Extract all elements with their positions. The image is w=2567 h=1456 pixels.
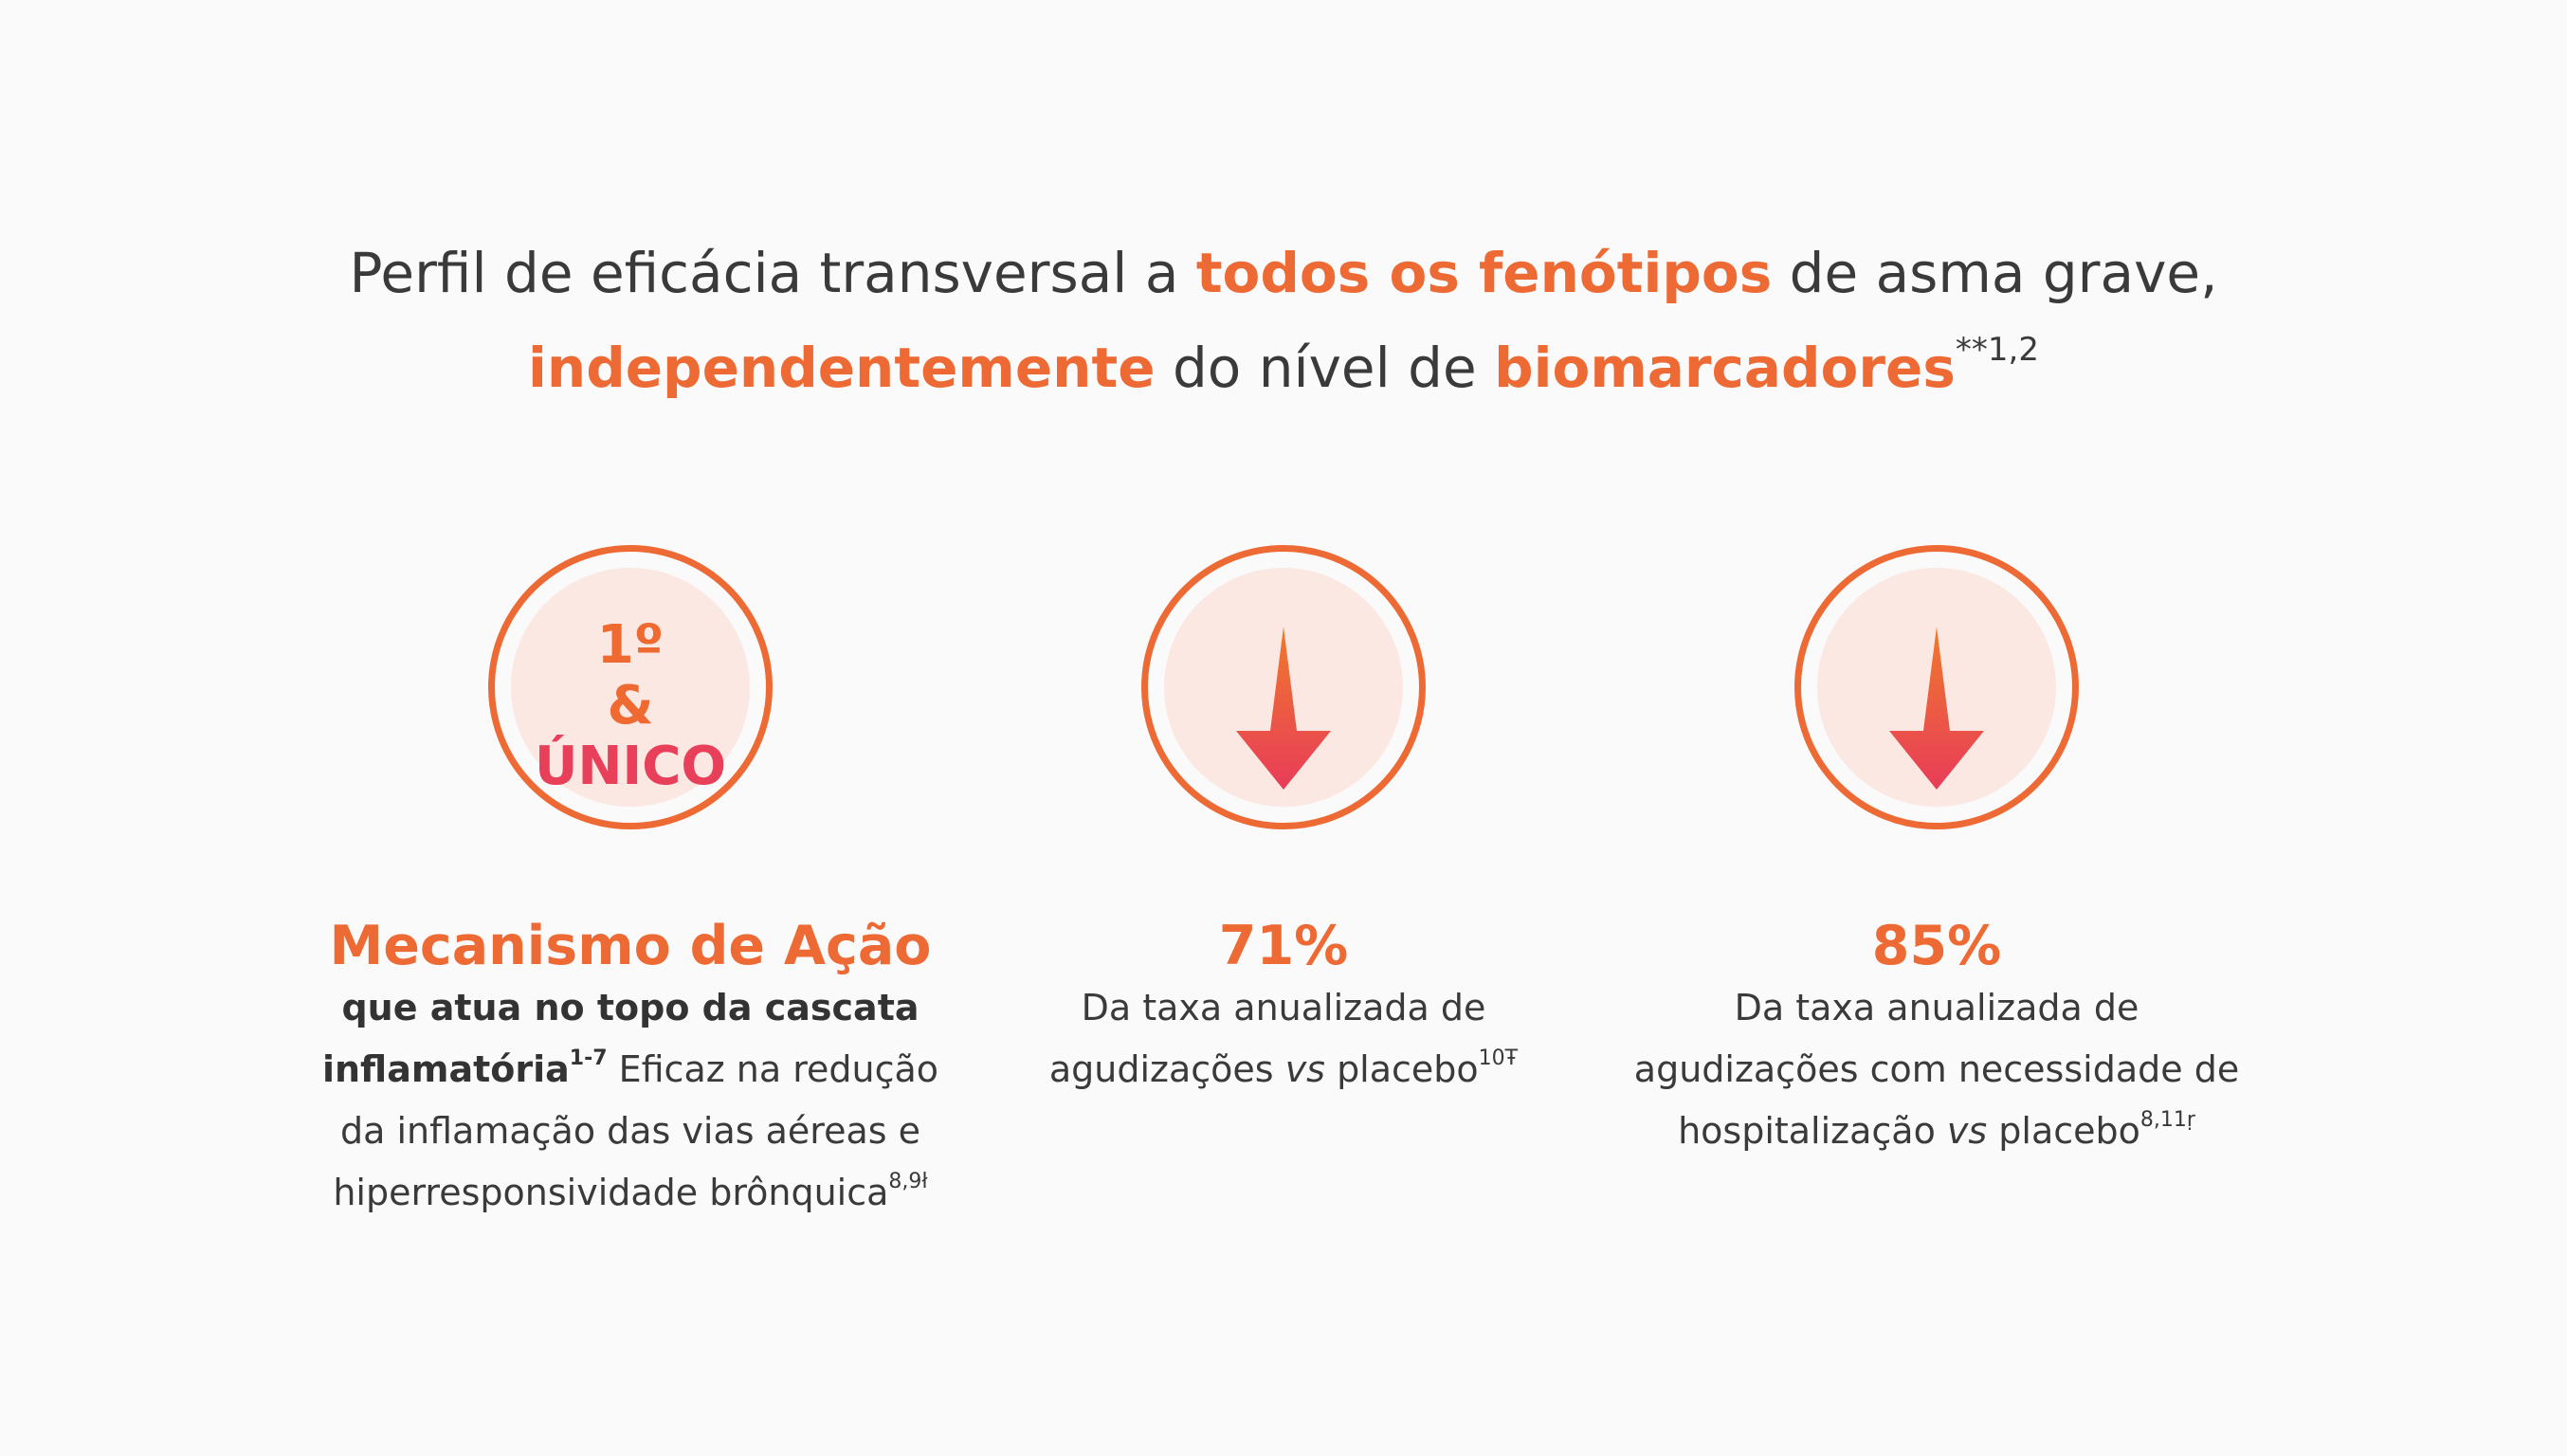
feature-reference: 8,11ṛ (2139, 1108, 2195, 1132)
feature-bold-text: que atua no topo da cascata (341, 987, 919, 1028)
feature-text: Eficaz na redução (607, 1048, 939, 1090)
headline-line-1: Perfil de eficácia transversal a todos o… (0, 226, 2567, 320)
feature-text: hospitalização (1678, 1110, 1947, 1152)
feature-percentage: 85% (1871, 915, 2002, 977)
feature-reference: 8,9ł (888, 1170, 928, 1193)
feature-percentage: 71% (1218, 915, 1349, 977)
feature-text: agudizações (1048, 1048, 1285, 1090)
badge-fill (1817, 568, 2056, 807)
feature-text: placebo (1324, 1048, 1479, 1090)
feature-text: da inflamação das vias aéreas e (339, 1110, 921, 1152)
down-arrow-icon (1236, 627, 1331, 790)
badge-line-3: ÚNICO (535, 736, 726, 797)
headline-highlight: independentemente (528, 336, 1156, 400)
badge-fill: 1º & ÚNICO (511, 568, 750, 807)
badge-circle (1794, 545, 2079, 829)
badge-label: 1º & ÚNICO (473, 615, 788, 797)
feature-description: que atua no topo da cascata inflamatória… (299, 977, 962, 1224)
feature-reference: 10Ŧ (1478, 1046, 1519, 1070)
badge-line-2: & (607, 675, 654, 737)
feature-reference: 1-7 (569, 1046, 608, 1070)
headline-highlight: todos os fenótipos (1195, 241, 1773, 305)
badge-line-1: 1º (596, 614, 665, 676)
headline-text: Perfil de eficácia transversal a (349, 241, 1196, 305)
down-arrow-icon (1889, 627, 1984, 790)
badge-circle (1141, 545, 1426, 829)
feature-italic: vs (1284, 1048, 1325, 1090)
feature-text: hiperresponsividade brônquica (333, 1172, 889, 1213)
feature-mechanism: 1º & ÚNICO Mecanismo de Ação que atua no… (299, 545, 962, 1224)
feature-text: agudizações com necessidade de (1633, 1048, 2240, 1090)
feature-bold-text: inflamatória (321, 1048, 570, 1090)
feature-text: Da taxa anualizada de (1081, 987, 1486, 1028)
headline-highlight: biomarcadores (1494, 336, 1956, 400)
feature-text: Da taxa anualizada de (1734, 987, 2139, 1028)
feature-exacerbations: 71% Da taxa anualizada de agudizações vs… (952, 545, 1615, 1101)
feature-description: Da taxa anualizada de agudizações vs pla… (952, 977, 1615, 1101)
badge-circle: 1º & ÚNICO (488, 545, 773, 829)
feature-title: Mecanismo de Ação (329, 915, 932, 977)
feature-text: placebo (1987, 1110, 2140, 1152)
headline: Perfil de eficácia transversal a todos o… (0, 226, 2567, 415)
feature-hospitalizations: 85% Da taxa anualizada de agudizações co… (1605, 545, 2268, 1162)
headline-text: de asma grave, (1772, 241, 2218, 305)
headline-line-2: independentemente do nível de biomarcado… (0, 320, 2567, 415)
headline-text: do nível de (1155, 336, 1495, 400)
badge-fill (1164, 568, 1403, 807)
feature-italic: vs (1946, 1110, 1988, 1152)
headline-reference: **1,2 (1955, 331, 2039, 369)
feature-description: Da taxa anualizada de agudizações com ne… (1605, 977, 2268, 1162)
